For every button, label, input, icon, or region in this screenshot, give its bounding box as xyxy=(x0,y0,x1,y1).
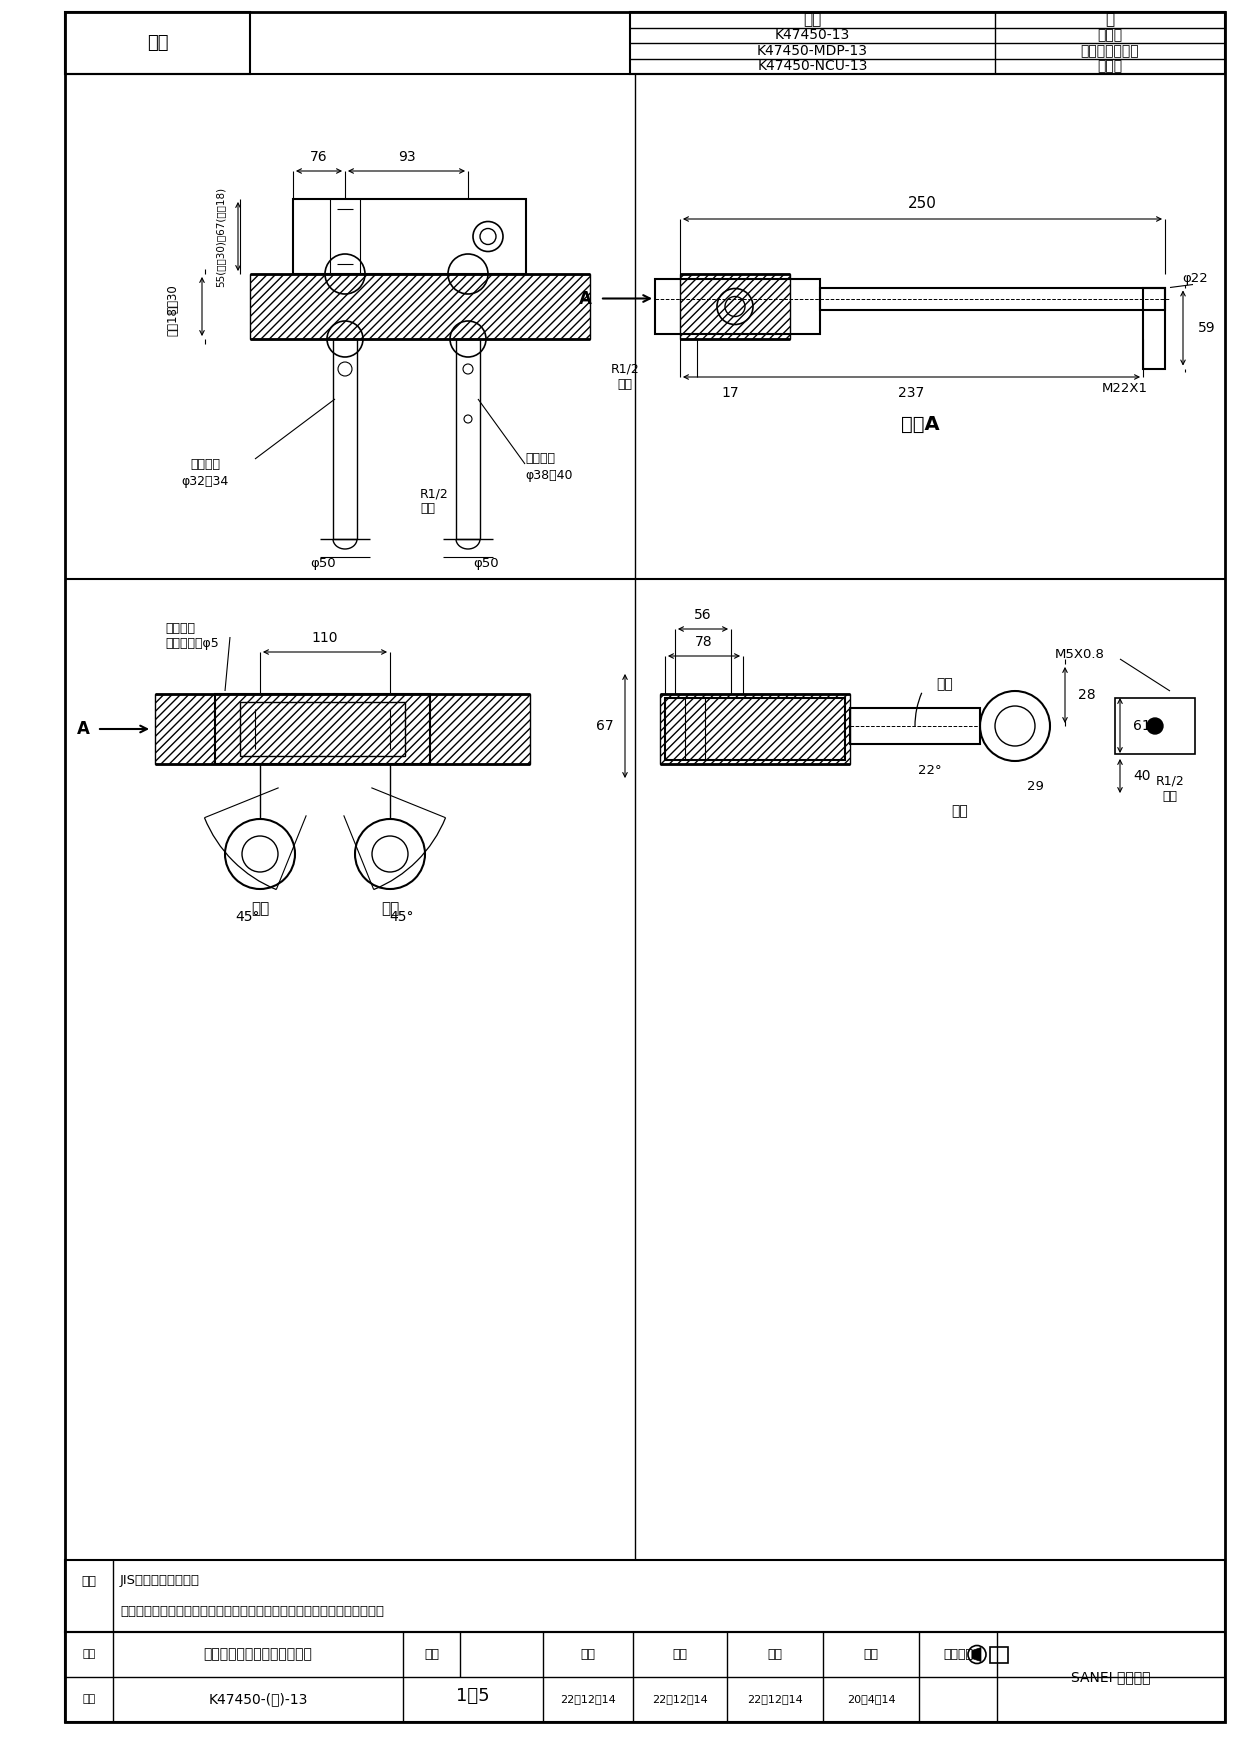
Text: 250: 250 xyxy=(908,195,937,210)
Bar xyxy=(64,1631,1225,1722)
Bar xyxy=(293,198,526,274)
Bar xyxy=(1143,288,1166,368)
Text: 56: 56 xyxy=(694,609,712,623)
Text: R1/2: R1/2 xyxy=(420,488,449,500)
Text: 承認: 承認 xyxy=(580,1649,595,1661)
Bar xyxy=(655,279,820,333)
Text: A: A xyxy=(579,289,591,307)
Text: 22･12･14: 22･12･14 xyxy=(652,1694,708,1705)
Text: 検図: 検図 xyxy=(672,1649,687,1661)
Text: A: A xyxy=(77,719,89,738)
Bar xyxy=(215,695,430,765)
Text: K47450-13: K47450-13 xyxy=(775,28,851,42)
Text: 45°: 45° xyxy=(389,910,414,924)
Text: 最小18: 最小18 xyxy=(166,307,180,337)
Text: φ38～40: φ38～40 xyxy=(525,470,573,482)
Text: 22･12･14: 22･12･14 xyxy=(560,1694,616,1705)
Text: 水側: 水側 xyxy=(381,902,399,917)
Text: 最大30: 最大30 xyxy=(166,284,180,312)
Text: 第三角法: 第三角法 xyxy=(942,1649,973,1661)
Text: 設計: 設計 xyxy=(863,1649,878,1661)
Text: 固定ねじは同梱されておりません．現場に合わせたねじをご用意下さい．: 固定ねじは同梱されておりません．現場に合わせたねじをご用意下さい． xyxy=(120,1605,384,1619)
Text: 止水: 止水 xyxy=(951,803,968,817)
Bar xyxy=(64,1559,1225,1631)
Text: 67: 67 xyxy=(596,719,614,733)
Text: 45°: 45° xyxy=(236,910,260,924)
Text: 59: 59 xyxy=(1198,321,1215,335)
Text: JIS　吐水口は固定式: JIS 吐水口は固定式 xyxy=(120,1573,200,1587)
Text: K47450-NCU-13: K47450-NCU-13 xyxy=(758,60,868,74)
Bar xyxy=(660,695,849,765)
Text: K47450-MDP-13: K47450-MDP-13 xyxy=(756,44,868,58)
Text: 61: 61 xyxy=(1133,719,1151,733)
Text: φ32～34: φ32～34 xyxy=(181,475,228,488)
Text: 尺度: 尺度 xyxy=(424,1649,439,1661)
Text: 78: 78 xyxy=(696,635,713,649)
Text: 品番: 品番 xyxy=(804,12,822,28)
Bar xyxy=(456,339,480,538)
Text: 22°: 22° xyxy=(918,765,942,777)
Polygon shape xyxy=(972,1647,981,1661)
Text: 29: 29 xyxy=(1027,779,1043,793)
Bar xyxy=(241,702,405,756)
Bar xyxy=(849,709,980,744)
Text: R1/2: R1/2 xyxy=(610,363,640,375)
Bar xyxy=(155,695,529,765)
Text: 色: 色 xyxy=(1105,12,1115,28)
Text: 93: 93 xyxy=(398,151,415,165)
Text: 品番: 品番 xyxy=(82,1694,95,1705)
Text: ブラス: ブラス xyxy=(1097,60,1122,74)
Text: シングル洗面混合栓（壁出）: シングル洗面混合栓（壁出） xyxy=(203,1647,312,1661)
Text: 図番: 図番 xyxy=(146,33,169,53)
Text: クロム: クロム xyxy=(1097,28,1122,42)
Bar xyxy=(250,274,590,339)
Text: 237: 237 xyxy=(898,386,925,400)
Text: 水側: 水側 xyxy=(1163,789,1178,803)
Text: M22X1: M22X1 xyxy=(1102,382,1148,395)
Text: 製図: 製図 xyxy=(768,1649,782,1661)
Text: 固定ねじ: 固定ねじ xyxy=(165,623,195,635)
Text: 40: 40 xyxy=(1133,768,1151,782)
Bar xyxy=(680,274,790,339)
Bar xyxy=(1115,698,1195,754)
Text: 湯側: 湯側 xyxy=(420,502,435,516)
Text: 金具の穴径φ5: 金具の穴径φ5 xyxy=(165,637,218,651)
Text: 湯側: 湯側 xyxy=(618,377,632,391)
Text: 110: 110 xyxy=(311,631,339,645)
Text: 28: 28 xyxy=(1079,688,1096,702)
Bar xyxy=(665,698,844,759)
Text: 吐水: 吐水 xyxy=(936,677,954,691)
Text: 20･4･14: 20･4･14 xyxy=(847,1694,895,1705)
Text: 55(壁厚30)～67(壁厚18): 55(壁厚30)～67(壁厚18) xyxy=(215,186,224,286)
Circle shape xyxy=(1147,717,1163,733)
Text: SANEI 株式会社: SANEI 株式会社 xyxy=(1071,1670,1151,1684)
Text: 取付穴径: 取付穴径 xyxy=(190,458,219,470)
Bar xyxy=(990,1647,1008,1663)
Text: 備考: 備考 xyxy=(82,1575,97,1587)
Bar xyxy=(64,12,250,74)
Text: 22･12･14: 22･12･14 xyxy=(748,1694,802,1705)
Text: 品名: 品名 xyxy=(82,1649,95,1659)
Text: 17: 17 xyxy=(722,386,739,400)
Text: φ50: φ50 xyxy=(472,558,498,570)
Bar xyxy=(630,12,1225,74)
Text: φ50: φ50 xyxy=(310,558,336,570)
Text: 湯側: 湯側 xyxy=(250,902,269,917)
Text: K47450-(色)-13: K47450-(色)-13 xyxy=(208,1693,308,1707)
Text: φ22: φ22 xyxy=(1182,272,1208,284)
Text: R1/2: R1/2 xyxy=(1156,775,1184,788)
Bar xyxy=(820,288,1166,309)
Text: 矢視A: 矢視A xyxy=(900,414,940,433)
Text: 1：5: 1：5 xyxy=(456,1687,490,1705)
Bar xyxy=(334,339,357,538)
Text: マットブラック: マットブラック xyxy=(1081,44,1140,58)
Text: M5X0.8: M5X0.8 xyxy=(1055,647,1105,661)
Text: 取付穴径: 取付穴径 xyxy=(525,453,556,465)
Text: 76: 76 xyxy=(310,151,327,165)
